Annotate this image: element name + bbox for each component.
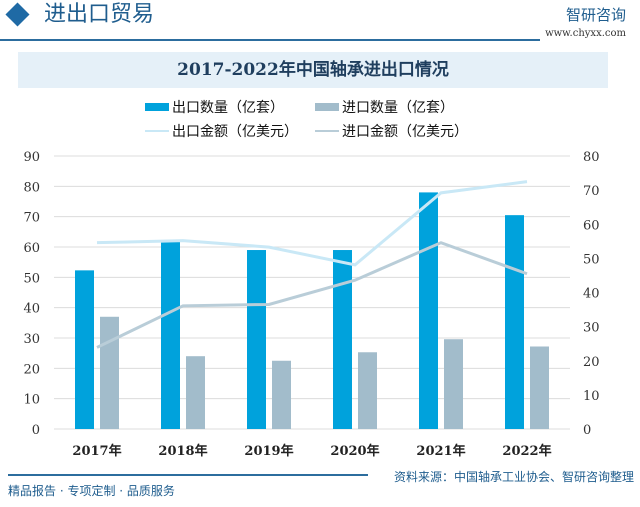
bar-export-qty: [161, 241, 180, 429]
legend-item: 进口数量（亿套）: [315, 97, 454, 117]
x-tick-label: 2017年: [72, 443, 121, 459]
y-right-tick-label: 80: [583, 150, 600, 165]
legend-swatch: [145, 130, 169, 132]
y-left-tick-label: 90: [23, 150, 40, 165]
y-left-tick-label: 80: [23, 180, 40, 195]
chart-title: 2017-2022年中国轴承进出口情况: [18, 52, 608, 88]
y-right-tick-label: 0: [583, 423, 591, 438]
y-left-tick-label: 10: [23, 393, 40, 408]
y-right-tick-label: 20: [583, 355, 600, 370]
y-right-tick-label: 70: [583, 184, 600, 199]
bar-export-qty: [247, 250, 266, 429]
legend-label: 出口数量（亿套）: [172, 100, 284, 116]
legend-label: 进口数量（亿套）: [342, 100, 454, 116]
brand-logo: 智研咨询: [565, 6, 626, 24]
legend-swatch: [315, 130, 339, 132]
legend-label: 进口金额（亿美元）: [342, 124, 468, 140]
footer-divider: [8, 474, 368, 476]
x-tick-label: 2020年: [330, 443, 379, 459]
bar-import-qty: [100, 316, 119, 429]
y-right-tick-label: 10: [583, 389, 600, 404]
x-tick-label: 2021年: [416, 443, 465, 459]
legend-swatch: [315, 103, 339, 111]
legend-item: 出口金额（亿美元）: [145, 121, 298, 141]
y-right-tick-label: 40: [583, 287, 600, 302]
line-export-value: [96, 180, 528, 267]
bar-export-qty: [505, 215, 524, 429]
bar-import-qty: [444, 339, 463, 429]
y-left-tick-label: 20: [23, 362, 40, 377]
y-left-tick-label: 40: [23, 302, 40, 317]
y-left-tick-label: 70: [23, 211, 40, 226]
brand-url: www.chyxx.com: [545, 28, 626, 39]
y-left-tick-label: 50: [23, 271, 40, 286]
header-divider: [0, 39, 540, 41]
legend-label: 出口金额（亿美元）: [172, 124, 298, 140]
footer-tagline: 精品报告 · 专项定制 · 品质服务: [8, 484, 175, 498]
bar-import-qty: [186, 356, 205, 429]
y-left-tick-label: 0: [32, 423, 40, 438]
y-left-tick-label: 60: [23, 241, 40, 256]
y-right-tick-label: 30: [583, 321, 600, 336]
bar-export-qty: [419, 192, 438, 429]
bar-import-qty: [272, 360, 291, 429]
bar-export-qty: [75, 270, 94, 429]
legend-swatch: [145, 103, 169, 111]
x-tick-label: 2022年: [502, 443, 551, 459]
x-tick-label: 2019年: [244, 443, 293, 459]
bar-import-qty: [358, 352, 377, 429]
y-left-tick-label: 30: [23, 332, 40, 347]
source-note: 资料来源：中国轴承工业协会、智研咨询整理: [393, 470, 634, 484]
bar-export-qty: [333, 250, 352, 429]
x-tick-label: 2018年: [158, 443, 207, 459]
header-title: 进出口贸易: [44, 2, 155, 27]
legend-item: 出口数量（亿套）: [145, 97, 284, 117]
legend-item: 进口金额（亿美元）: [315, 121, 468, 141]
line-import-value: [96, 241, 528, 349]
y-right-tick-label: 60: [583, 218, 600, 233]
bar-import-qty: [530, 346, 549, 429]
y-right-tick-label: 50: [583, 252, 600, 267]
